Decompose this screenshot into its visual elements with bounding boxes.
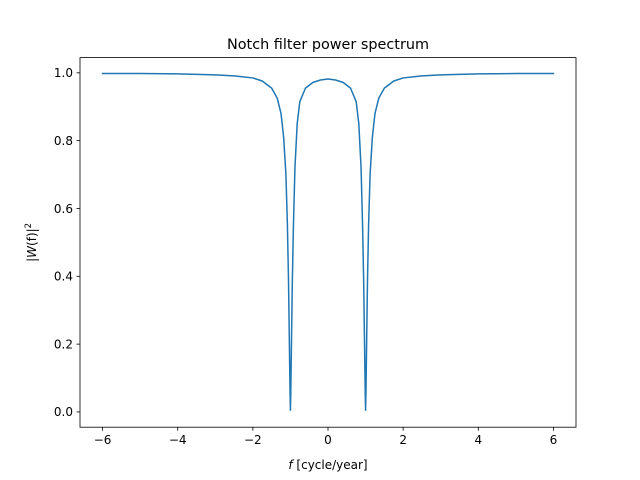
y-axis-label: |W(f)|2 [24,223,39,262]
x-tick-label: 6 [550,433,558,447]
x-tick-label: 4 [474,433,482,447]
x-tick-label: −2 [244,433,262,447]
chart-title: Notch filter power spectrum [227,37,429,53]
y-axis-label-argument: (f) [25,232,39,246]
y-axis-label-prefix: | [25,258,39,262]
x-tick-label: −6 [94,433,112,447]
y-tick-label: 0.6 [54,202,73,216]
y-tick-label: 0.0 [54,405,73,419]
y-axis-label-variable: W [25,245,39,258]
y-axis-ticks: 0.0 0.2 0.4 0.6 0.8 1.0 [54,66,80,419]
x-axis-label-unit: [cycle/year] [293,458,368,472]
x-axis-label-variable: f [288,458,294,472]
y-tick-label: 0.4 [54,270,73,284]
plot-area [101,72,555,411]
y-tick-label: 0.2 [54,337,73,351]
series-line [101,72,555,411]
x-tick-label: −4 [169,433,187,447]
y-tick-label: 1.0 [54,66,73,80]
x-tick-label: 2 [399,433,407,447]
y-axis-label-exponent: 2 [24,223,34,228]
x-axis-ticks: −6 −4 −2 0 2 4 6 [94,427,558,447]
y-tick-label: 0.8 [54,134,73,148]
y-axis-label-suffix: | [25,228,39,232]
x-tick-label: 0 [324,433,332,447]
x-axis-label: f [cycle/year] [288,458,367,472]
